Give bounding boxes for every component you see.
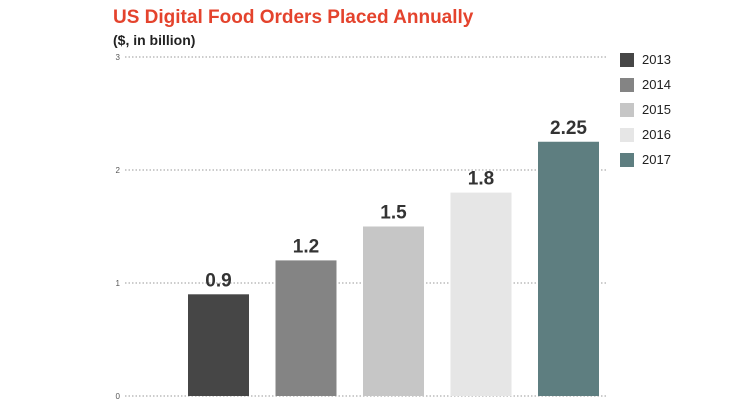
value-label: 0.9: [205, 270, 231, 291]
legend-swatch: [620, 128, 634, 142]
grid-layer: 0 1 2 3: [116, 53, 607, 400]
bar-2014: [275, 260, 337, 396]
value-label: 2.25: [550, 118, 587, 139]
legend-swatch: [620, 78, 634, 92]
bar-layer: 0.9 1.2 1.5 1.8 2.25: [188, 118, 599, 396]
legend-label: 2013: [642, 52, 671, 67]
legend-label: 2015: [642, 102, 671, 117]
legend-swatch: [620, 103, 634, 117]
y-tick-label: 0: [116, 392, 121, 400]
bar-2017: [538, 141, 599, 396]
chart-title: US Digital Food Orders Placed Annually: [113, 7, 474, 28]
y-tick-label: 3: [116, 53, 121, 62]
bar-2013: [188, 294, 249, 396]
legend-swatch: [620, 153, 634, 167]
legend-label: 2014: [642, 77, 671, 92]
bar-2015: [363, 226, 424, 396]
y-tick-label: 1: [116, 279, 121, 288]
chart-subtitle: ($, in billion): [113, 32, 196, 48]
legend-swatch: [620, 53, 634, 67]
bar-2016: [450, 192, 512, 396]
value-label: 1.8: [468, 169, 494, 190]
legend-label: 2017: [642, 152, 671, 167]
value-label: 1.2: [293, 236, 319, 257]
y-tick-label: 2: [116, 166, 121, 175]
legend-label: 2016: [642, 127, 671, 142]
value-label: 1.5: [380, 203, 407, 224]
